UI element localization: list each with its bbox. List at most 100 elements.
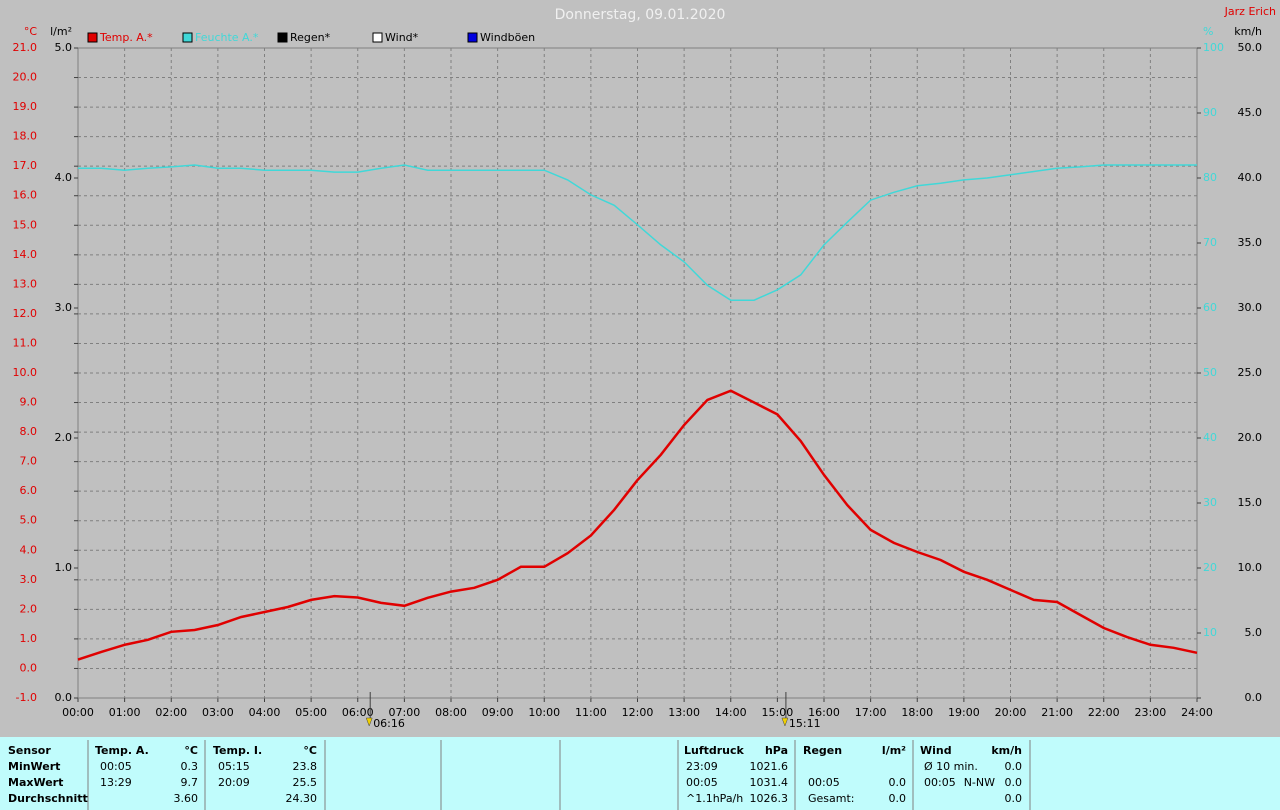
x-tick-label: 21:00 xyxy=(1041,706,1073,719)
table-background xyxy=(0,737,1280,810)
legend-label: Regen* xyxy=(290,31,331,44)
table-cell: 1021.6 xyxy=(750,760,789,773)
y-tick-label: 40.0 xyxy=(1238,171,1263,184)
table-cell: 00:05 xyxy=(100,760,132,773)
table-cell: 00:05 xyxy=(808,776,840,789)
table-header: Temp. A. xyxy=(95,744,149,757)
x-tick-label: 01:00 xyxy=(109,706,141,719)
table-header: °C xyxy=(303,744,317,757)
x-tick-label: 02:00 xyxy=(155,706,187,719)
table-cell: Gesamt: xyxy=(808,792,855,805)
y-tick-label: 3.0 xyxy=(55,301,73,314)
y-tick-label: 30 xyxy=(1203,496,1217,509)
y-tick-label: 20.0 xyxy=(1238,431,1263,444)
x-tick-label: 15:00 xyxy=(762,706,794,719)
y-tick-label: 40 xyxy=(1203,431,1217,444)
y-tick-label: 45.0 xyxy=(1238,106,1263,119)
y-tick-label: 90 xyxy=(1203,106,1217,119)
y-tick-label: 6.0 xyxy=(20,484,38,497)
table-cell: 00:05 xyxy=(924,776,956,789)
y-tick-label: 35.0 xyxy=(1238,236,1263,249)
y-tick-label: 17.0 xyxy=(13,159,38,172)
table-cell: Ø 10 min. xyxy=(924,760,978,773)
legend-swatch xyxy=(277,32,288,43)
y-tick-label: 20.0 xyxy=(13,71,38,84)
table-cell: 0.3 xyxy=(181,760,199,773)
x-tick-label: 14:00 xyxy=(715,706,747,719)
y-tick-label: 15.0 xyxy=(1238,496,1263,509)
annotation-icon xyxy=(781,717,789,727)
y-tick-label: 16.0 xyxy=(13,189,38,202)
y-tick-label: 0.0 xyxy=(20,661,38,674)
legend-swatch xyxy=(87,32,98,43)
y-tick-label: 5.0 xyxy=(1245,626,1263,639)
series-line xyxy=(78,164,1197,301)
table-cell: 0.0 xyxy=(1005,776,1023,789)
table-cell: ^1.1hPa/h xyxy=(686,792,743,805)
legend-label: Wind* xyxy=(385,31,419,44)
table-cell: 1026.3 xyxy=(750,792,789,805)
y-tick-label: 20 xyxy=(1203,561,1217,574)
legend-label: Windböen xyxy=(480,31,535,44)
y-tick-label: 13.0 xyxy=(13,277,38,290)
x-tick-label: 23:00 xyxy=(1135,706,1167,719)
table-header: km/h xyxy=(991,744,1022,757)
y-tick-label: 4.0 xyxy=(55,171,73,184)
x-tick-label: 06:00 xyxy=(342,706,374,719)
y-tick-label: 4.0 xyxy=(20,543,38,556)
series-line xyxy=(77,389,1198,661)
y-tick-label: 19.0 xyxy=(13,100,38,113)
y-tick-label: 18.0 xyxy=(13,130,38,143)
axis-unit: % xyxy=(1203,25,1213,38)
x-tick-label: 22:00 xyxy=(1088,706,1120,719)
table-header: Luftdruck xyxy=(684,744,745,757)
y-tick-label: 11.0 xyxy=(13,336,38,349)
table-cell: 05:15 xyxy=(218,760,250,773)
x-tick-label: 11:00 xyxy=(575,706,607,719)
x-tick-label: 19:00 xyxy=(948,706,980,719)
table-header: Wind xyxy=(920,744,952,757)
y-tick-label: 12.0 xyxy=(13,307,38,320)
y-tick-label: 50 xyxy=(1203,366,1217,379)
annotation-label: 06:16 xyxy=(373,717,405,730)
y-tick-label: 70 xyxy=(1203,236,1217,249)
x-tick-label: 20:00 xyxy=(995,706,1027,719)
table-header: Sensor xyxy=(8,744,51,757)
y-tick-label: 10.0 xyxy=(13,366,38,379)
x-tick-label: 12:00 xyxy=(622,706,654,719)
x-tick-label: 08:00 xyxy=(435,706,467,719)
x-tick-label: 09:00 xyxy=(482,706,514,719)
table-cell: 0.0 xyxy=(1005,760,1023,773)
annotation-label: 15:11 xyxy=(789,717,821,730)
y-tick-label: 14.0 xyxy=(13,248,38,261)
table-header: Temp. I. xyxy=(213,744,262,757)
axis-unit: °C xyxy=(24,25,38,38)
table-header: hPa xyxy=(765,744,788,757)
y-tick-label: 1.0 xyxy=(20,632,38,645)
table-cell: 0.0 xyxy=(889,776,907,789)
y-tick-label: 2.0 xyxy=(55,431,73,444)
table-cell: 20:09 xyxy=(218,776,250,789)
table-cell: 0.0 xyxy=(1005,792,1023,805)
x-tick-label: 05:00 xyxy=(295,706,327,719)
table-header: °C xyxy=(184,744,198,757)
y-tick-label: 21.0 xyxy=(13,41,38,54)
table-cell: 23:09 xyxy=(686,760,718,773)
y-tick-label: 5.0 xyxy=(55,41,73,54)
table-cell: 0.0 xyxy=(889,792,907,805)
legend-swatch xyxy=(372,32,383,43)
table-cell: 9.7 xyxy=(181,776,199,789)
y-tick-label: 10.0 xyxy=(1238,561,1263,574)
x-tick-label: 17:00 xyxy=(855,706,887,719)
table-cell: 23.8 xyxy=(293,760,318,773)
legend-label: Feuchte A.* xyxy=(195,31,259,44)
table-header: l/m² xyxy=(882,744,906,757)
y-tick-label: 3.0 xyxy=(20,573,38,586)
y-tick-label: 100 xyxy=(1203,41,1224,54)
row-label: Durchschnitt xyxy=(8,792,88,805)
y-tick-label: 30.0 xyxy=(1238,301,1263,314)
y-tick-label: 2.0 xyxy=(20,602,38,615)
table-cell: 25.5 xyxy=(293,776,318,789)
x-tick-label: 18:00 xyxy=(901,706,933,719)
